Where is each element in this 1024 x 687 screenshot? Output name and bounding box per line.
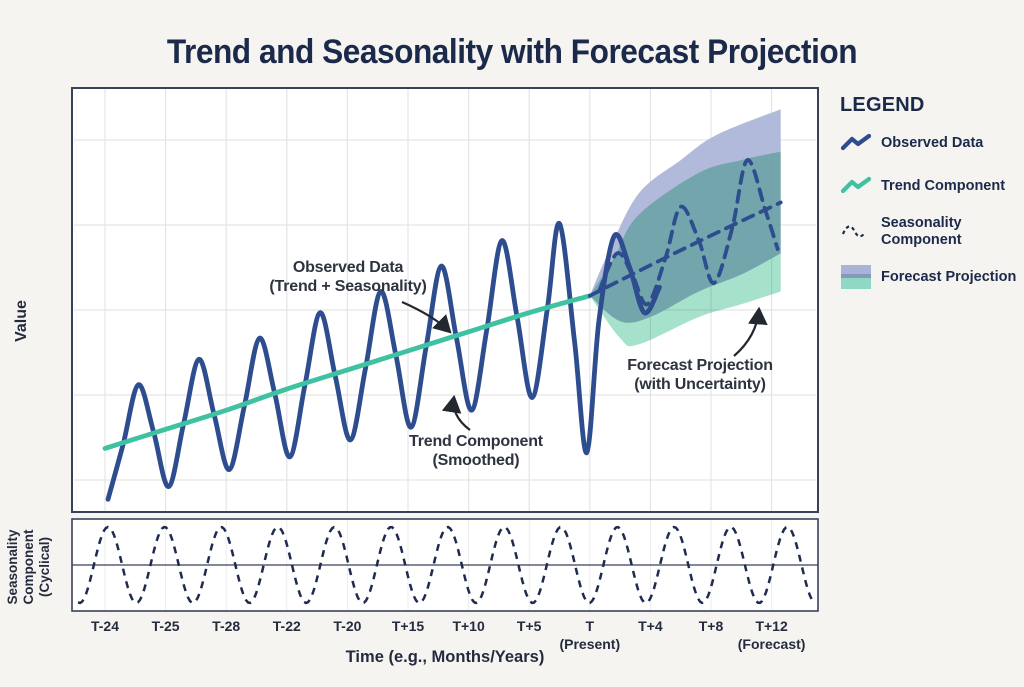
observed-annotation-arrow bbox=[401, 300, 452, 334]
annotation-trend-component: Trend Component (Smoothed) bbox=[409, 433, 543, 470]
legend-item-label: Observed Data bbox=[881, 134, 984, 151]
annotation-arrows bbox=[401, 300, 768, 431]
x-tick-8: T (Present) bbox=[559, 618, 621, 652]
forecast-annotation-arrow bbox=[733, 306, 768, 357]
x-tick-5: T+15 bbox=[391, 618, 425, 634]
legend-item-observed-line: Observed Data bbox=[840, 129, 1024, 157]
data-series-lines bbox=[102, 158, 783, 502]
legend-title: LEGEND bbox=[840, 94, 925, 116]
forecast-trend-dashed--line bbox=[587, 200, 783, 298]
x-tick-11: T+12 (Forecast) bbox=[737, 618, 806, 652]
seasonality-wave-line bbox=[77, 525, 815, 605]
x-axis-label: Time (e.g., Months/Years) bbox=[345, 648, 545, 666]
x-tick-3: T-22 bbox=[272, 618, 301, 634]
y-axis-label: Value bbox=[13, 300, 30, 342]
forecast-band-icon bbox=[840, 263, 872, 291]
legend-item-forecast-band: Forecast Projection bbox=[840, 263, 1024, 291]
x-tick-2: T-28 bbox=[212, 618, 241, 634]
legend-item-label: Seasonality Component bbox=[881, 215, 962, 248]
x-tick-7: T+5 bbox=[516, 618, 542, 634]
x-tick-9: T+4 bbox=[638, 618, 663, 634]
page-title: Trend and Seasonality with Forecast Proj… bbox=[166, 32, 858, 71]
x-tick-0: T-24 bbox=[90, 618, 119, 634]
trend-component-smoothed--line bbox=[102, 293, 593, 451]
observed-data-trend-seasonality--line bbox=[105, 221, 662, 502]
annotation-forecast-projection: Forecast Projection (with Uncertainty) bbox=[627, 357, 773, 394]
seasonality-axis-label: Seasonality Component (Cyclical) bbox=[5, 529, 53, 605]
x-tick-6: T+10 bbox=[452, 618, 485, 634]
observed-line-icon bbox=[840, 129, 872, 157]
legend-item-label: Forecast Projection bbox=[881, 269, 1017, 285]
legend-item-trend-line: Trend Component bbox=[840, 172, 1024, 200]
x-tick-10: T+8 bbox=[698, 618, 724, 634]
x-tick-4: T-20 bbox=[333, 618, 362, 634]
main-plot-border bbox=[71, 87, 819, 513]
seasonality-wave-icon bbox=[840, 218, 872, 246]
legend-item-seasonality-wave: Seasonality Component bbox=[840, 215, 1024, 248]
legend: LEGEND Observed Data Trend Component Seaso… bbox=[840, 94, 1024, 291]
legend-item-label: Trend Component bbox=[881, 177, 1006, 194]
trend-line-icon bbox=[840, 172, 872, 200]
legend-items: Observed Data Trend Component Seasonality … bbox=[840, 129, 1024, 291]
forecast-seasonality-dashed--line bbox=[596, 158, 780, 307]
trend-annotation-arrow bbox=[441, 394, 471, 431]
x-tick-1: T-25 bbox=[151, 618, 180, 634]
annotation-observed-data: Observed Data (Trend + Seasonality) bbox=[269, 259, 427, 296]
